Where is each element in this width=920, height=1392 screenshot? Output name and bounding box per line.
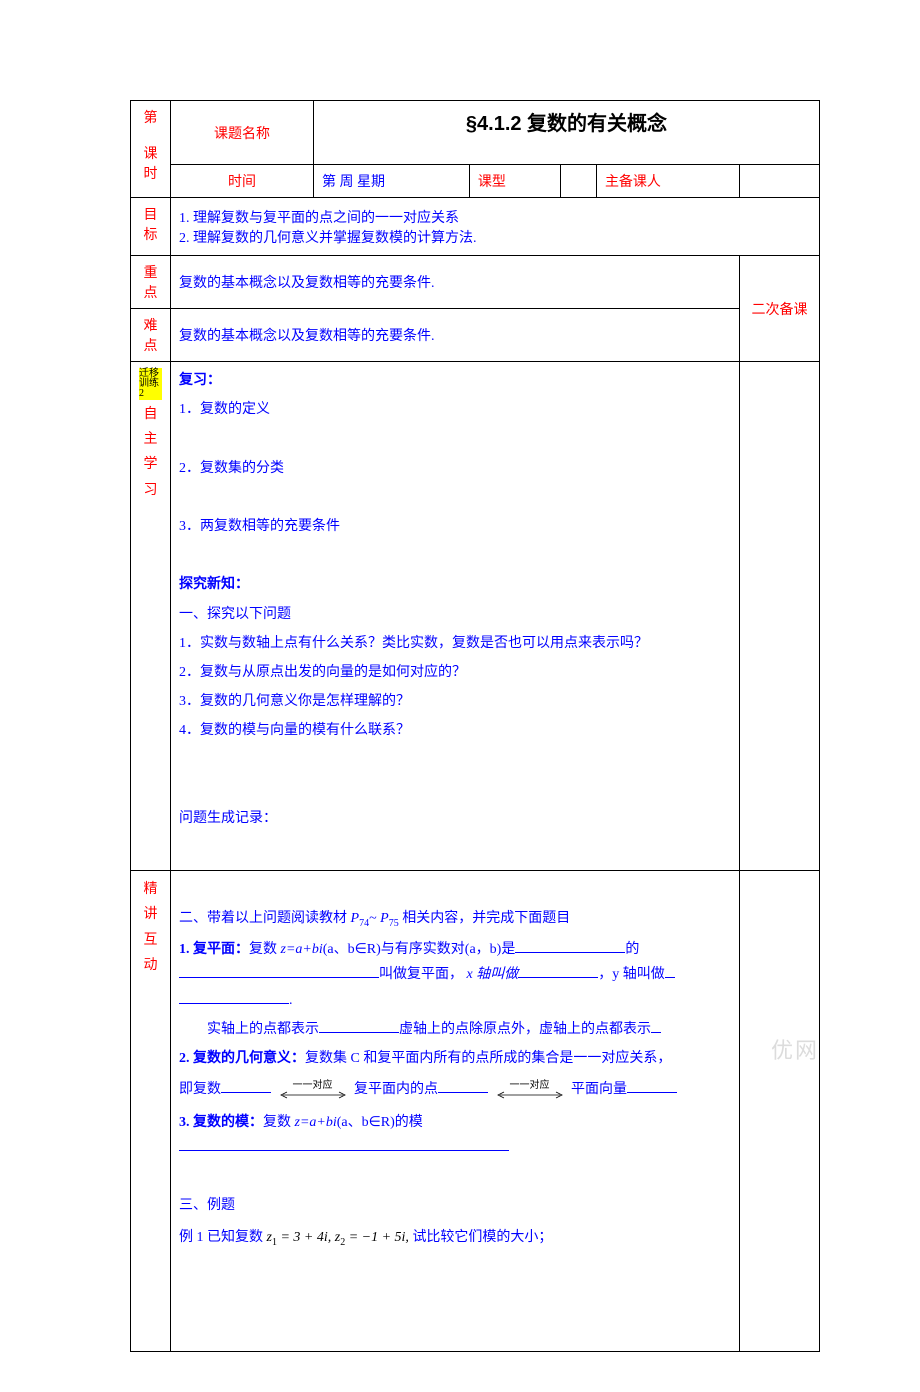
difficulty-label: 难点 [131,309,171,362]
period-suffix: 课时 [144,147,158,182]
lecture-item-1b: 实轴上的点都表示虚轴上的点除原点外，虚轴上的点都表示 [179,1017,731,1042]
example-header: 三、例题 [179,1193,731,1218]
keypoint-label: 重点 [131,256,171,309]
secondary-prep-label: 二次备课 [740,256,820,362]
lecture-label: 精 讲 互 动 [131,871,171,1352]
lecture-item-2: 2. 复数的几何意义：复数集 C 和复平面内所有的点所成的集合是一一对应关系， [179,1046,731,1071]
time-label: 时间 [171,165,314,198]
self-study-char-3: 学 [139,452,162,477]
blank [319,1019,399,1033]
period-prefix: 第 [144,111,158,126]
explore-header: 探究新知： [179,572,731,597]
lecture-item-1: 1. 复平面：复数 z=a+bi(a、b∈R)与有序实数对(a，b)是的 叫做复… [179,937,731,1013]
review-header: 复习： [179,368,731,393]
double-arrow-icon: 一一对应 [494,1081,566,1099]
explore-sub-header: 一、探究以下问题 [179,602,731,627]
self-study-char-1: 自 [139,402,162,427]
period-cell: 第 课时 [131,101,171,198]
secondary-prep-col-2 [740,871,820,1352]
lesson-type-value [561,165,597,198]
lecture-item-2b: 即复数 一一对应 复平面内的点 一一对应 平面向量 [179,1075,731,1106]
explore-q4: 4．复数的模与向量的模有什么联系？ [179,718,731,743]
lesson-plan-table: 第 课时 课题名称 §4.1.2 复数的有关概念 时间 第 周 星期 课型 主备… [130,100,820,1352]
lecture-item-3: 3. 复数的模：复数 z=a+bi(a、b∈R)的模 [179,1110,731,1160]
blank [179,1137,509,1151]
goal-label: 目标 [131,198,171,256]
self-study-content: 复习： 1．复数的定义 2．复数集的分类 3．两复数相等的充要条件 探究新知： … [171,362,740,871]
review-3: 3．两复数相等的充要条件 [179,514,731,539]
explore-q3: 3．复数的几何意义你是怎样理解的？ [179,689,731,714]
goal-content: 1. 理解复数与复平面的点之间的一一对应关系 2. 理解复数的几何意义并掌握复数… [171,198,820,256]
explore-q1: 1．实数与数轴上点有什么关系？类比实数，复数是否也可以用点来表示吗？ [179,631,731,656]
double-arrow-icon: 一一对应 [277,1081,349,1099]
self-study-label: 迁移训练2 自 主 学 习 [131,362,171,871]
blank [179,990,289,1004]
topic-title: §4.1.2 复数的有关概念 [313,101,819,165]
blank [438,1079,488,1093]
goal-line1: 1. 理解复数与复平面的点之间的一一对应关系 [179,207,811,227]
lecture-char-4: 动 [139,953,162,978]
lesson-type-label: 课型 [469,165,560,198]
blank [221,1079,271,1093]
difficulty-text: 复数的基本概念以及复数相等的充要条件. [171,309,740,362]
explore-q2: 2．复数与从原点出发的向量的是如何对应的？ [179,660,731,685]
yellow-highlight: 迁移训练2 [139,368,162,400]
keypoint-text: 复数的基本概念以及复数相等的充要条件. [171,256,740,309]
self-study-char-2: 主 [139,427,162,452]
blank [518,964,598,978]
blank [627,1079,677,1093]
secondary-prep-col-1 [740,362,820,871]
teacher-label: 主备课人 [596,165,739,198]
review-1: 1．复数的定义 [179,397,731,422]
blank [515,939,625,953]
lecture-content: 优网 二、带着以上问题阅读教材 P74~ P75 相关内容，并完成下面题目 1.… [171,871,740,1352]
example-1: 例 1 已知复数 z1 = 3 + 4i, z2 = −1 + 5i, 试比较它… [179,1223,731,1254]
generation-label: 问题生成记录： [179,806,731,831]
lecture-char-2: 讲 [139,902,162,927]
topic-label: 课题名称 [171,101,314,165]
lecture-char-1: 精 [139,877,162,902]
review-2: 2．复数集的分类 [179,456,731,481]
lecture-char-3: 互 [139,928,162,953]
lecture-intro: 二、带着以上问题阅读教材 P74~ P75 相关内容，并完成下面题目 [179,906,731,933]
teacher-value [740,165,820,198]
time-value: 第 周 星期 [313,165,469,198]
goal-line2: 2. 理解复数的几何意义并掌握复数模的计算方法. [179,227,811,247]
self-study-char-4: 习 [139,478,162,503]
blank [179,964,379,978]
